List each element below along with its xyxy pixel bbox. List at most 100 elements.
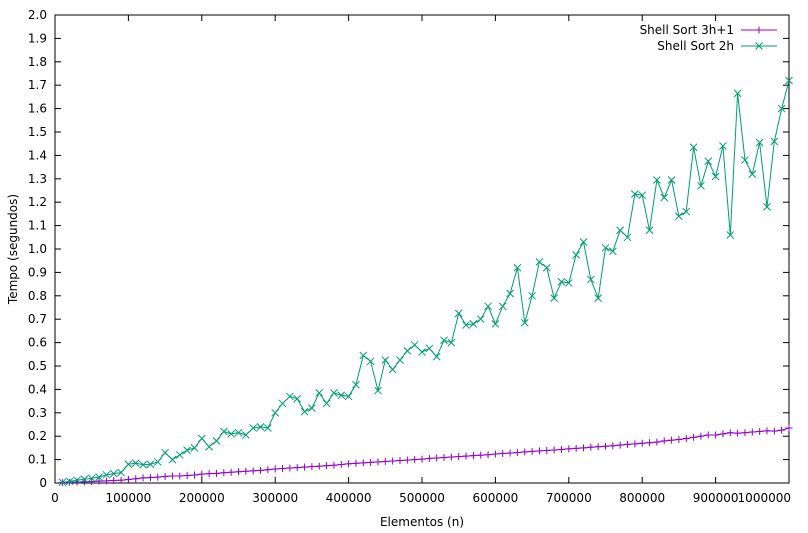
data-point <box>513 449 521 457</box>
data-point <box>646 439 654 447</box>
data-point <box>477 451 485 459</box>
data-point <box>117 468 125 477</box>
data-point <box>660 437 668 445</box>
data-point <box>476 315 485 324</box>
data-point <box>80 475 89 484</box>
data-point <box>432 352 441 361</box>
data-point <box>624 440 632 448</box>
x-tick-label: 200000 <box>179 491 225 505</box>
data-point <box>543 446 551 454</box>
data-point <box>146 474 154 482</box>
series-2 <box>58 76 793 487</box>
data-point <box>175 451 184 459</box>
data-point <box>616 441 624 449</box>
x-tick-label: 400000 <box>326 491 372 505</box>
data-point <box>219 427 228 436</box>
data-point <box>337 461 345 469</box>
data-point <box>359 459 367 467</box>
data-point <box>168 472 176 480</box>
data-point <box>616 226 625 235</box>
data-point <box>440 453 448 461</box>
data-point <box>631 440 639 448</box>
data-point <box>271 465 279 473</box>
data-point <box>109 469 118 478</box>
data-point <box>535 258 544 266</box>
data-point <box>785 76 793 85</box>
data-point <box>279 464 287 472</box>
data-point <box>447 338 456 347</box>
data-point <box>572 444 580 452</box>
data-point <box>542 263 551 272</box>
data-point <box>205 442 213 451</box>
data-point <box>242 467 250 475</box>
data-point <box>322 399 331 408</box>
x-tick-label: 500000 <box>399 491 445 505</box>
data-point <box>124 475 132 483</box>
data-point <box>110 476 118 484</box>
data-point <box>73 476 81 485</box>
data-point <box>785 424 793 432</box>
data-point <box>359 351 368 360</box>
data-point <box>102 470 111 479</box>
data-point <box>572 250 580 259</box>
y-tick-label: 0.4 <box>28 382 47 396</box>
data-point <box>660 193 669 202</box>
data-point <box>506 449 514 457</box>
data-point <box>462 452 470 460</box>
y-tick-label: 1.3 <box>28 172 47 186</box>
data-point <box>491 450 499 458</box>
data-point <box>748 428 756 436</box>
data-point <box>579 444 587 452</box>
data-point <box>608 247 617 256</box>
axis-ticks <box>54 14 790 484</box>
data-point <box>638 191 647 200</box>
data-point <box>131 459 140 467</box>
legend: Shell Sort 3h+1 Shell Sort 2h <box>640 23 777 53</box>
y-tick-label: 0.8 <box>28 289 47 303</box>
data-point <box>675 212 683 221</box>
data-point <box>667 176 676 184</box>
x-tick-label: 700000 <box>546 491 592 505</box>
data-point <box>469 452 477 460</box>
data-point <box>381 356 390 365</box>
series-line <box>62 427 790 483</box>
data-point <box>418 348 426 356</box>
data-point <box>513 263 522 272</box>
x-tick-label: 900000 <box>693 491 739 505</box>
data-point <box>286 464 294 472</box>
y-tick-label: 0.6 <box>28 336 47 350</box>
y-tick-label: 1.8 <box>28 55 47 69</box>
data-point <box>241 431 250 439</box>
data-point <box>535 447 543 455</box>
data-point <box>249 467 257 475</box>
data-point <box>176 472 184 480</box>
data-point <box>205 470 213 478</box>
data-point <box>139 460 147 469</box>
data-point <box>602 442 609 450</box>
data-point <box>366 357 375 366</box>
data-point <box>301 463 309 471</box>
data-point <box>323 462 331 470</box>
y-tick-label: 0 <box>39 476 47 490</box>
data-point <box>499 450 507 458</box>
data-point <box>748 170 757 178</box>
data-point <box>609 442 617 450</box>
data-point <box>389 457 397 465</box>
data-point <box>271 408 280 417</box>
data-point <box>190 444 199 452</box>
data-point <box>220 469 228 477</box>
legend-marker <box>755 26 763 34</box>
data-point <box>102 477 110 485</box>
data-point <box>440 336 448 345</box>
data-point <box>586 275 595 284</box>
data-point <box>704 157 713 166</box>
data-point <box>425 454 433 462</box>
series-layer <box>58 76 793 487</box>
data-point <box>183 472 191 480</box>
data-point <box>249 424 258 432</box>
data-point <box>521 448 529 456</box>
y-tick-label: 0.7 <box>28 312 47 326</box>
data-point <box>528 447 536 455</box>
data-point <box>506 289 514 298</box>
